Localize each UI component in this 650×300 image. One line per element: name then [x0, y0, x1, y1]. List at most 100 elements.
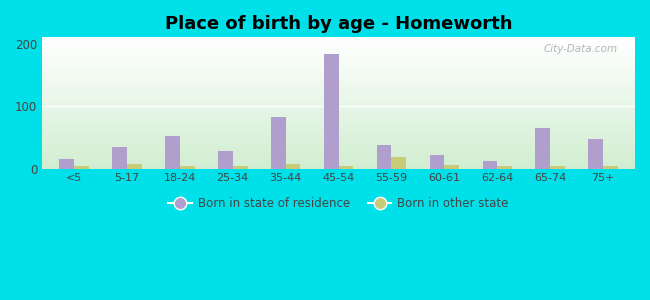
Bar	[482, 161, 497, 169]
Bar	[42, 82, 635, 83]
Bar	[42, 106, 635, 107]
Bar	[42, 80, 635, 81]
Bar	[42, 142, 635, 143]
Bar	[42, 163, 635, 164]
Bar	[42, 40, 635, 41]
Bar	[42, 42, 635, 43]
Bar	[42, 66, 635, 67]
Bar	[285, 164, 300, 169]
Bar	[42, 140, 635, 141]
Bar	[42, 144, 635, 145]
Bar	[42, 93, 635, 94]
Bar	[42, 63, 635, 64]
Bar	[536, 128, 551, 169]
Bar	[42, 123, 635, 124]
Bar	[42, 102, 635, 103]
Bar	[42, 149, 635, 150]
Bar	[42, 100, 635, 101]
Bar	[42, 65, 635, 66]
Bar	[42, 111, 635, 112]
Bar	[42, 134, 635, 135]
Bar	[42, 68, 635, 69]
Bar	[42, 83, 635, 84]
Bar	[42, 67, 635, 68]
Bar	[42, 40, 635, 41]
Bar	[42, 143, 635, 144]
Bar	[42, 105, 635, 106]
Bar	[42, 78, 635, 79]
Bar	[42, 124, 635, 125]
Bar	[42, 91, 635, 92]
Bar	[42, 147, 635, 148]
Bar	[42, 52, 635, 53]
Bar	[42, 103, 635, 104]
Bar	[42, 139, 635, 140]
Bar	[42, 136, 635, 137]
Bar	[42, 155, 635, 156]
Bar	[42, 114, 635, 115]
Bar	[42, 107, 635, 108]
Bar	[42, 47, 635, 48]
Bar	[42, 92, 635, 93]
Bar	[42, 86, 635, 87]
Bar	[42, 37, 635, 38]
Bar	[42, 167, 635, 168]
Bar	[42, 45, 635, 46]
Bar	[42, 38, 635, 39]
Bar	[42, 43, 635, 44]
Bar	[42, 127, 635, 128]
Bar	[271, 117, 285, 169]
Bar	[42, 121, 635, 122]
Bar	[42, 56, 635, 57]
Bar	[42, 148, 635, 149]
Bar	[42, 157, 635, 158]
Bar	[42, 61, 635, 62]
Bar	[42, 128, 635, 129]
Bar	[42, 168, 635, 169]
Bar	[42, 108, 635, 109]
Bar	[42, 116, 635, 117]
Bar	[42, 41, 635, 42]
Bar	[42, 72, 635, 73]
Bar	[42, 153, 635, 154]
Bar	[42, 49, 635, 50]
Bar	[42, 150, 635, 151]
Bar	[42, 99, 635, 100]
Bar	[42, 85, 635, 86]
Bar	[218, 151, 233, 169]
Bar	[42, 77, 635, 78]
Bar	[42, 131, 635, 132]
Bar	[233, 166, 248, 169]
Bar	[42, 159, 635, 160]
Bar	[42, 118, 635, 119]
Bar	[42, 160, 635, 161]
Bar	[42, 151, 635, 152]
Bar	[42, 158, 635, 159]
Bar	[42, 69, 635, 70]
Bar	[42, 138, 635, 139]
Bar	[42, 110, 635, 111]
Bar	[42, 156, 635, 157]
Title: Place of birth by age - Homeworth: Place of birth by age - Homeworth	[165, 15, 512, 33]
Bar	[42, 60, 635, 61]
Bar	[42, 126, 635, 127]
Bar	[42, 137, 635, 138]
Bar	[42, 94, 635, 95]
Bar	[42, 112, 635, 113]
Bar	[74, 166, 88, 169]
Bar	[180, 166, 194, 169]
Bar	[42, 73, 635, 74]
Bar	[42, 117, 635, 118]
Bar	[42, 125, 635, 126]
Bar	[430, 155, 445, 169]
Bar	[42, 81, 635, 82]
Bar	[42, 129, 635, 130]
Bar	[42, 89, 635, 90]
Bar	[42, 48, 635, 49]
Bar	[588, 139, 603, 169]
Bar	[42, 79, 635, 80]
Bar	[42, 90, 635, 91]
Bar	[42, 76, 635, 77]
Bar	[42, 104, 635, 105]
Bar	[42, 133, 635, 134]
